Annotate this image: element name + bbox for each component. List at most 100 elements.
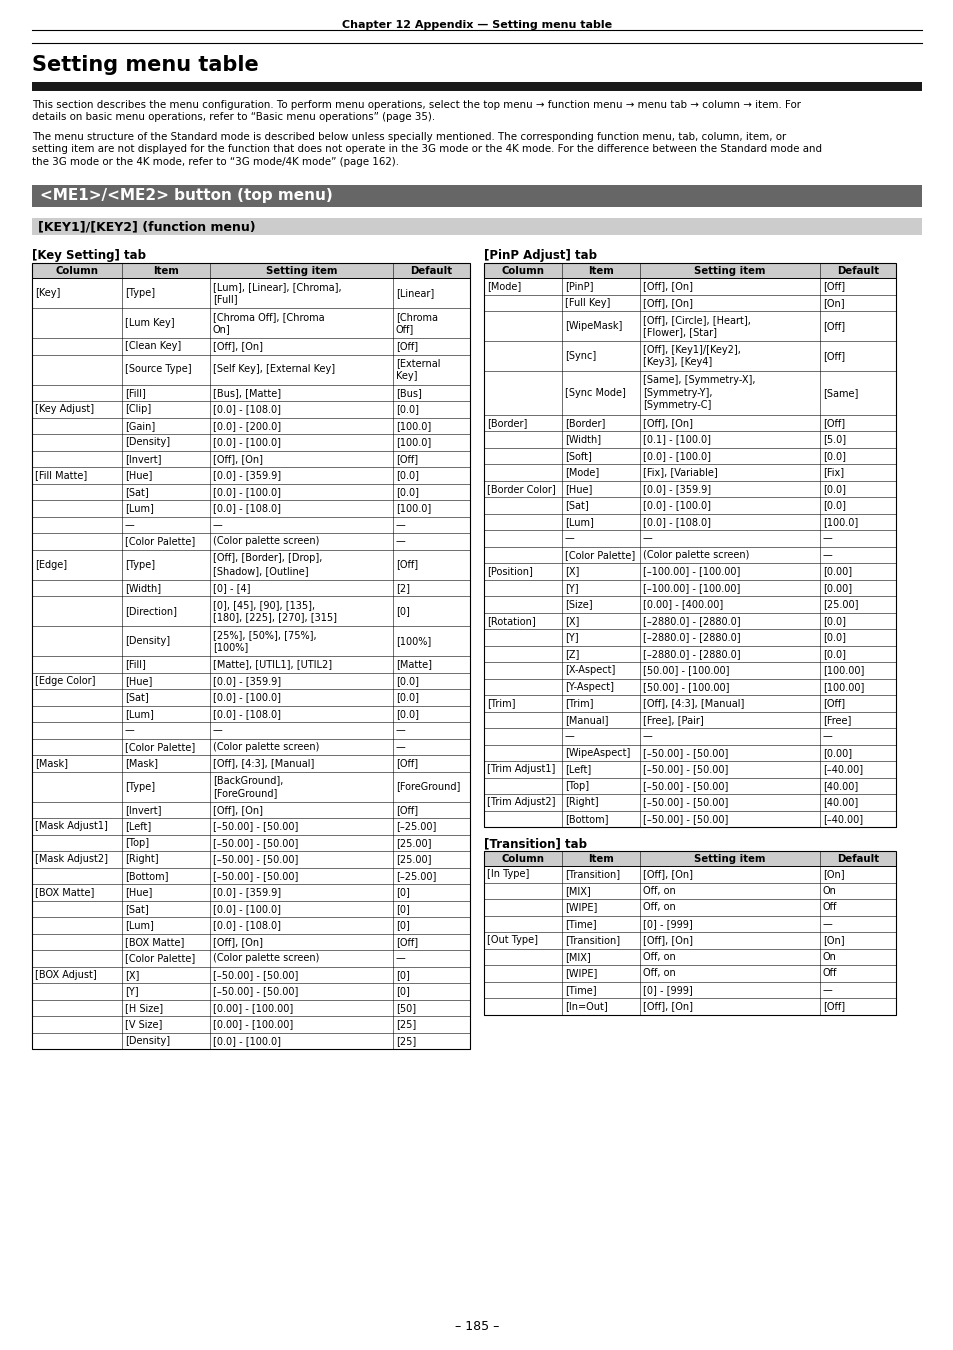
Text: [Source Type]: [Source Type] [125,364,192,374]
Text: [0]: [0] [395,921,410,930]
Text: (Color palette screen): (Color palette screen) [213,953,319,964]
Text: [Bus]: [Bus] [395,387,421,398]
Text: [H Size]: [H Size] [125,1003,163,1012]
Text: [0.0] - [100.0]: [0.0] - [100.0] [213,1035,281,1046]
Text: [0.0]: [0.0] [395,470,418,481]
Text: <ME1>/<ME2> button (top menu): <ME1>/<ME2> button (top menu) [40,188,333,202]
Text: [Density]: [Density] [125,1035,170,1046]
Text: [Transition]: [Transition] [564,869,619,879]
Text: [Position]: [Position] [486,566,533,576]
Bar [32,82,921,90]
Text: [Y]: [Y] [564,583,578,593]
Text: [BackGround],
[ForeGround]: [BackGround], [ForeGround] [213,775,283,798]
Text: [Top]: [Top] [125,838,149,848]
Text: [Off], [On]: [Off], [On] [642,1002,692,1011]
Text: [100.0]: [100.0] [395,504,431,513]
Text: —: — [564,533,574,543]
Text: [Lum]: [Lum] [564,517,594,526]
Text: [In Type]: [In Type] [486,869,529,879]
Text: Setting item: Setting item [694,853,765,864]
Text: [0.00]: [0.00] [822,748,851,757]
Text: [0.0] - [359.9]: [0.0] - [359.9] [213,676,281,686]
Text: —: — [395,536,405,547]
Text: [X]: [X] [564,566,578,576]
Text: [100.00]: [100.00] [822,682,863,691]
Text: [0.0]: [0.0] [822,483,845,494]
Text: [Lum]: [Lum] [125,709,153,718]
Text: [Density]: [Density] [125,636,170,647]
Text: Column: Column [501,266,544,275]
Text: —: — [642,533,652,543]
Text: [PinP]: [PinP] [564,281,593,292]
Text: [Off], [On]: [Off], [On] [642,936,692,945]
Text: [BOX Matte]: [BOX Matte] [125,937,184,946]
Text: [0.0] - [100.0]: [0.0] - [100.0] [642,451,710,460]
Bar [483,263,895,828]
Text: [Border]: [Border] [564,417,605,428]
Text: [0.0] - [108.0]: [0.0] - [108.0] [213,921,281,930]
Text: [X-Aspect]: [X-Aspect] [564,666,615,675]
Text: [Left]: [Left] [125,821,152,832]
Text: [Sat]: [Sat] [564,501,588,510]
Text: [40.00]: [40.00] [822,798,858,807]
Text: [0.0] - [100.0]: [0.0] - [100.0] [213,693,281,702]
Bar [483,850,895,865]
Text: [–50.00] - [50.00]: [–50.00] - [50.00] [642,764,727,775]
Text: [Key Adjust]: [Key Adjust] [35,404,94,414]
Text: [0.0]: [0.0] [822,616,845,626]
Text: [–50.00] - [50.00]: [–50.00] - [50.00] [213,855,298,864]
Text: [Hue]: [Hue] [564,483,592,494]
Text: [Y-Aspect]: [Y-Aspect] [564,682,614,691]
Text: [–25.00]: [–25.00] [395,871,436,880]
Text: [V Size]: [V Size] [125,1019,162,1029]
Text: [0] - [4]: [0] - [4] [213,583,251,593]
Text: [0.1] - [100.0]: [0.1] - [100.0] [642,435,710,444]
Text: [KEY1]/[KEY2] (function menu): [KEY1]/[KEY2] (function menu) [38,220,255,234]
Text: [Off], [On]: [Off], [On] [642,281,692,292]
Text: [Hue]: [Hue] [125,470,152,481]
Text: [0.0]: [0.0] [822,451,845,460]
Text: Off, on: Off, on [642,902,675,913]
Text: [Width]: [Width] [125,583,161,593]
Text: [100.0]: [100.0] [395,421,431,431]
Text: [0.0] - [100.0]: [0.0] - [100.0] [213,437,281,447]
Text: [Off]: [Off] [395,342,417,351]
Text: [Fill Matte]: [Fill Matte] [35,470,87,481]
Text: [On]: [On] [822,936,843,945]
Text: Setting item: Setting item [266,266,337,275]
Text: [100.0]: [100.0] [395,437,431,447]
Text: [Lum], [Linear], [Chroma],
[Full]: [Lum], [Linear], [Chroma], [Full] [213,282,341,304]
Text: [Off]: [Off] [822,281,844,292]
Text: [–50.00] - [50.00]: [–50.00] - [50.00] [642,798,727,807]
Text: [Color Palette]: [Color Palette] [125,953,195,964]
Text: [–50.00] - [50.00]: [–50.00] - [50.00] [213,821,298,832]
Text: —: — [822,984,832,995]
Text: [0.00] - [100.00]: [0.00] - [100.00] [213,1003,293,1012]
Text: [Edge Color]: [Edge Color] [35,676,95,686]
Text: [Color Palette]: [Color Palette] [564,549,635,560]
Text: Setting menu table: Setting menu table [32,55,258,76]
Text: [–100.00] - [100.00]: [–100.00] - [100.00] [642,583,740,593]
Text: [Key Setting] tab: [Key Setting] tab [32,248,146,262]
Text: [Time]: [Time] [564,984,596,995]
Text: —: — [642,732,652,741]
Text: [Bottom]: [Bottom] [125,871,169,880]
Text: (Color palette screen): (Color palette screen) [213,536,319,547]
Text: [0]: [0] [395,606,410,616]
Text: [Off], [On]: [Off], [On] [642,417,692,428]
Text: Item: Item [587,853,614,864]
Text: [Left]: [Left] [564,764,591,775]
Text: [Off]: [Off] [395,759,417,768]
Text: [Mask Adjust2]: [Mask Adjust2] [35,855,108,864]
Text: —: — [822,732,832,741]
Text: On: On [822,886,836,896]
Text: [Fill]: [Fill] [125,387,146,398]
Text: [100.00]: [100.00] [822,666,863,675]
Text: Off, on: Off, on [642,886,675,896]
Text: [25.00]: [25.00] [395,838,431,848]
Text: [Border]: [Border] [486,417,527,428]
Text: [Trim Adjust2]: [Trim Adjust2] [486,798,555,807]
Text: [WIPE]: [WIPE] [564,968,597,979]
Text: [2]: [2] [395,583,410,593]
Text: Column: Column [501,853,544,864]
